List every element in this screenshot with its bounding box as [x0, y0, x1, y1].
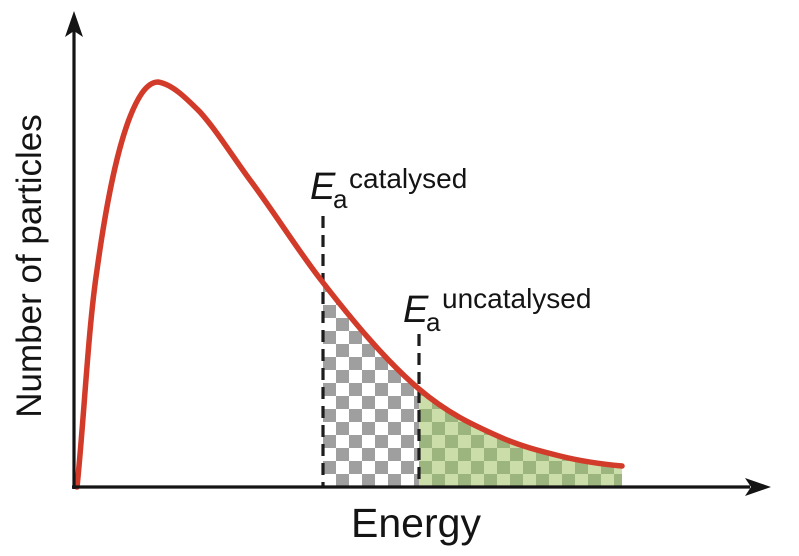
ea-uncatalysed-symbol: E [403, 289, 429, 331]
ea-uncatalysed-superscript: uncatalysed [442, 283, 591, 314]
y-axis-arrow-icon [65, 11, 83, 37]
ea-uncatalysed-label: E a uncatalysed [403, 283, 591, 337]
ea-catalysed-subscript: a [333, 184, 348, 214]
ea-catalysed-symbol: E [310, 166, 336, 208]
ea-catalysed-label: E a catalysed [310, 163, 467, 214]
x-axis-arrow-icon [745, 478, 771, 496]
ea-catalysed-superscript: catalysed [349, 163, 467, 194]
x-axis-label: Energy [351, 500, 481, 546]
y-axis-label: Number of particles [10, 114, 49, 417]
ea-uncatalysed-subscript: a [426, 307, 441, 337]
distribution-curve [74, 79, 625, 490]
